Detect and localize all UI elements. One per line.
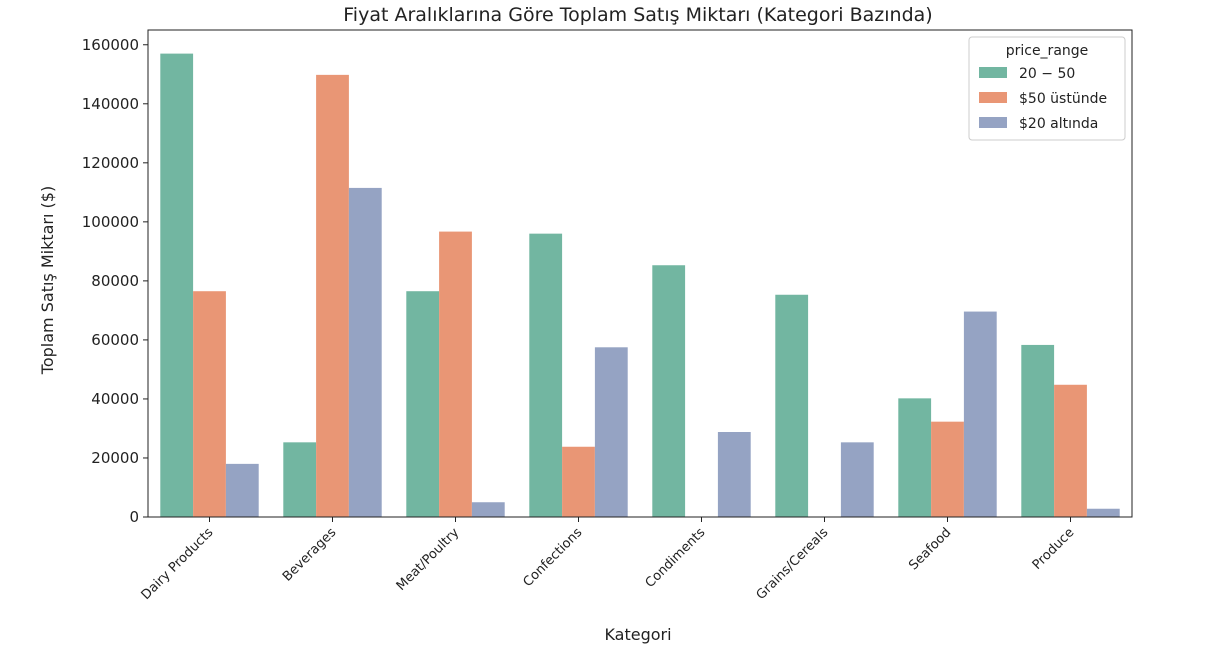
x-tick-label: Grains/Cereals: [754, 525, 832, 603]
bar: [406, 291, 440, 517]
y-tick-label: 160000: [82, 36, 139, 54]
bar: [775, 294, 809, 517]
y-tick-label: 20000: [91, 449, 139, 467]
legend-title: price_range: [1006, 43, 1089, 59]
bar: [931, 421, 964, 517]
y-axis-label: Toplam Satış Miktarı ($): [38, 186, 57, 375]
chart-title: Fiyat Aralıklarına Göre Toplam Satış Mik…: [343, 4, 932, 26]
x-axis-label: Kategori: [604, 625, 671, 644]
bar: [471, 502, 505, 517]
legend-swatch: [979, 92, 1007, 103]
bar: [594, 347, 628, 517]
legend-label: $50 üstünde: [1019, 91, 1107, 107]
x-tick-label: Condiments: [643, 525, 709, 591]
bar: [160, 53, 194, 518]
x-tick-label: Confections: [521, 525, 586, 590]
legend: price_range 20 − 50 $50 üstünde $20 altında: [968, 36, 1126, 141]
plot-frame: [147, 29, 1133, 518]
y-tick-label: 0: [129, 508, 139, 526]
y-tick-label: 60000: [91, 331, 139, 349]
bar: [652, 265, 686, 517]
y-tick-label: 140000: [82, 95, 139, 113]
y-tick-label: 100000: [82, 213, 139, 231]
x-tick-label: Seafood: [906, 525, 954, 573]
legend-swatch: [979, 117, 1007, 128]
y-tick-label: 120000: [82, 154, 139, 172]
legend-swatch: [979, 67, 1007, 78]
legend-label: $20 altında: [1019, 116, 1098, 132]
x-tick-label: Produce: [1030, 525, 1078, 573]
bar: [1054, 384, 1087, 517]
bar: [1021, 344, 1055, 517]
legend-label: 20 − 50: [1019, 66, 1075, 82]
y-tick-label: 80000: [91, 272, 139, 290]
bar: [963, 311, 997, 517]
x-tick-label: Dairy Products: [139, 525, 217, 603]
bar: [439, 231, 472, 517]
bar: [1086, 508, 1120, 517]
legend-box: [968, 36, 1126, 141]
x-tick-label: Meat/Poultry: [394, 525, 463, 594]
bar: [562, 446, 595, 517]
bar: [348, 187, 382, 517]
bar: [283, 442, 317, 517]
bar: [717, 432, 751, 517]
bar: [316, 74, 349, 518]
bar: [225, 463, 259, 517]
y-tick-label: 40000: [91, 390, 139, 408]
bar: [529, 233, 563, 517]
bar: [898, 398, 932, 517]
x-tick-label: Beverages: [280, 525, 340, 585]
bar: [840, 442, 874, 517]
bar: [193, 291, 226, 517]
